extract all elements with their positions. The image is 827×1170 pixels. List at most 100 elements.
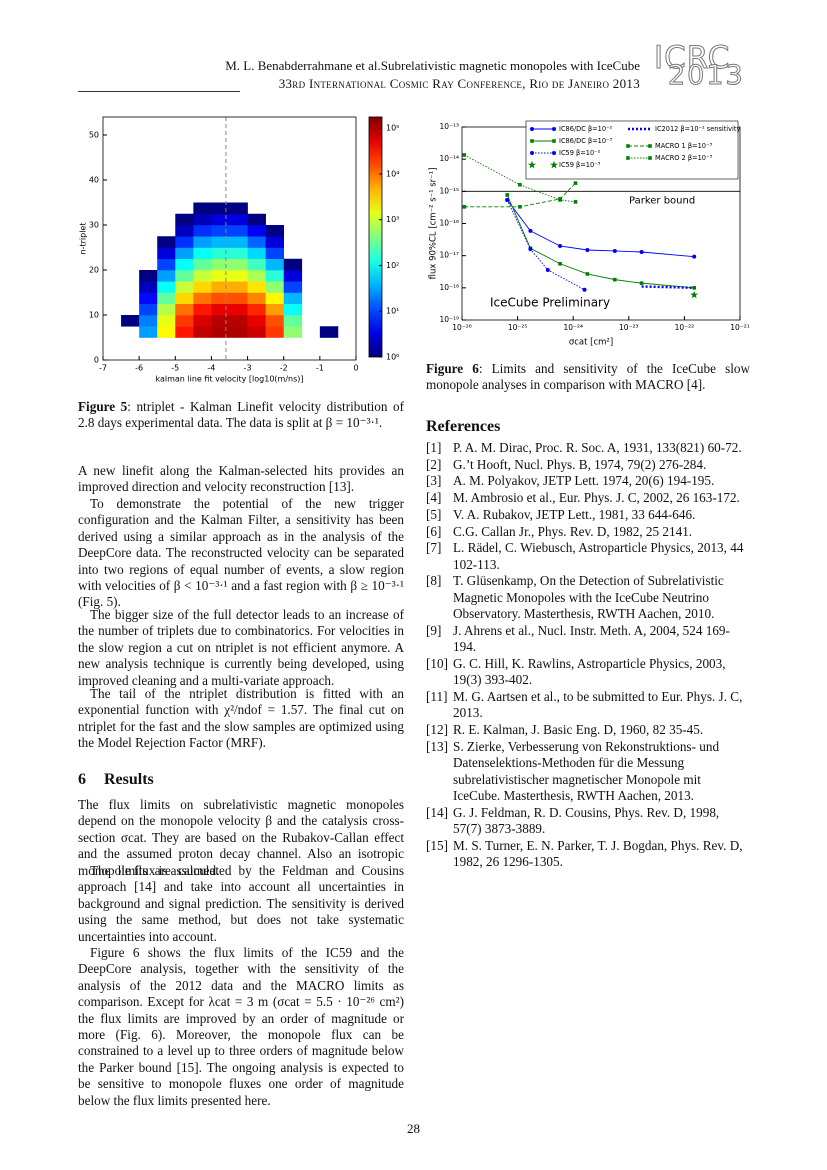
heat-cell: [175, 236, 194, 248]
heat-cell: [247, 303, 266, 316]
reference-text: G. C. Hill, K. Rawlins, Astroparticle Ph…: [453, 655, 726, 688]
heat-cell: [229, 270, 248, 282]
marker: [582, 287, 587, 292]
marker: [530, 139, 534, 143]
heat-cell: [157, 303, 176, 316]
marker: [505, 197, 510, 202]
x-tick-label: 10⁻²⁵: [508, 323, 528, 332]
heat-cell: [283, 303, 303, 316]
heat-cell: [283, 258, 303, 271]
x-tick-label: -1: [316, 364, 324, 373]
marker: [639, 281, 644, 285]
reference-number: [2]: [426, 456, 442, 472]
marker: [585, 248, 590, 253]
reference-number: [11]: [426, 689, 448, 705]
reference-text: C.G. Callan Jr., Phys. Rev. D, 1982, 25 …: [453, 523, 693, 539]
heat-cell: [229, 258, 248, 271]
marker: [518, 205, 522, 209]
reference: [2] G.’t Hooft, Nucl. Phys. B, 1974, 79(2…: [426, 457, 750, 473]
reference: [6] C.G. Callan Jr., Phys. Rev. D, 1982, …: [426, 524, 750, 540]
heat-cell: [139, 270, 158, 282]
marker: [528, 247, 533, 252]
caption-label: Figure 6: [426, 361, 479, 376]
legend-label: IC2012 β=10⁻² sensitivity: [655, 125, 740, 133]
heat-cell: [175, 303, 194, 316]
heat-cell: [157, 281, 176, 293]
heat-cell: [211, 236, 230, 248]
heat-cell: [139, 315, 158, 327]
heat-cell: [265, 315, 285, 327]
marker: [505, 193, 509, 197]
marker: [518, 182, 522, 187]
reference-number: [15]: [426, 837, 448, 853]
heat-cell: [175, 247, 194, 260]
y-tick-label: 0: [94, 356, 99, 365]
reference-number: [9]: [426, 622, 442, 638]
marker: [573, 200, 578, 204]
reference: [9] J. Ahrens et al., Nucl. Instr. Meth. …: [426, 623, 750, 656]
heat-cell: [265, 303, 285, 316]
reference-list: [1] P. A. M. Dirac, Proc. R. Soc. A, 1931…: [426, 440, 750, 871]
marker: [626, 144, 630, 148]
reference: [3] A. M. Polyakov, JETP Lett. 1974, 20(6…: [426, 473, 750, 489]
legend-box: [525, 120, 739, 180]
marker: [552, 139, 556, 143]
heat-cell: [265, 270, 285, 282]
reference-text: G. J. Feldman, R. D. Cousins, Phys. Rev.…: [453, 804, 720, 837]
running-title: M. L. Benabderrahmane et al.Subrelativis…: [225, 58, 640, 73]
y-tick-label: 10⁻¹⁷: [439, 251, 459, 260]
heat-cell: [211, 303, 230, 316]
colorbar-tick-label: 10⁴: [386, 169, 399, 178]
reference-text: M. S. Turner, E. N. Parker, T. J. Bogdan…: [453, 837, 743, 870]
reference-text: M. G. Aartsen et al., to be submitted to…: [453, 689, 743, 721]
reference-number: [5]: [426, 506, 442, 522]
paragraph: The flux limits on subrelativistic magne…: [78, 797, 404, 878]
paragraph: The limits are calculated by the Feldman…: [78, 863, 404, 944]
heat-cell: [247, 247, 266, 260]
heat-cell: [265, 326, 285, 338]
heat-cell: [193, 225, 212, 237]
y-tick-label: 10⁻¹⁹: [439, 315, 459, 324]
marker: [558, 243, 563, 248]
x-tick-label: -6: [135, 364, 143, 373]
reference-text: S. Zierke, Verbesserung von Rekonstrukti…: [453, 738, 720, 804]
heat-cell: [175, 326, 194, 338]
caption-label: Figure 5: [78, 399, 128, 414]
section-title: Results: [104, 771, 154, 788]
heat-cell: [229, 281, 248, 293]
header-rule: [78, 91, 240, 92]
heat-cell: [193, 326, 212, 338]
heat-cell: [265, 292, 285, 305]
reference-number: [13]: [426, 738, 448, 754]
section-number: 6: [78, 771, 86, 788]
heat-cell: [229, 236, 248, 248]
heat-cell: [193, 202, 212, 215]
reference-text: T. Glüsenkamp, On the Detection of Subre…: [453, 573, 724, 622]
heat-cell: [175, 258, 194, 271]
paragraph: The bigger size of the full detector lea…: [78, 607, 404, 688]
reference: [8] T. Glüsenkamp, On the Detection of Su…: [426, 573, 750, 622]
heat-cell: [139, 281, 158, 293]
reference-text: L. Rädel, C. Wiebusch, Astroparticle Phy…: [453, 540, 744, 572]
heat-cell: [229, 315, 248, 327]
reference-number: [10]: [426, 655, 448, 671]
marker: [545, 267, 550, 272]
heat-cell: [157, 247, 176, 260]
x-tick-label: -3: [244, 364, 252, 373]
heat-cell: [229, 247, 248, 260]
heat-cell: [211, 258, 230, 271]
heat-cell: [175, 281, 194, 293]
x-tick-label: 10⁻²⁴: [563, 323, 583, 332]
heat-cell: [283, 315, 303, 327]
heat-cell: [229, 326, 248, 338]
heat-cell: [247, 281, 266, 293]
caption-text: : ntriplet - Kalman Linefit velocity dis…: [78, 399, 404, 431]
paragraph: Figure 6 shows the flux limits of the IC…: [78, 945, 404, 1108]
heat-cell: [211, 225, 230, 237]
reference-text: R. E. Kalman, J. Basic Eng. D, 1960, 82 …: [453, 722, 704, 738]
heat-cell: [265, 258, 285, 271]
heat-cell: [229, 225, 248, 237]
caption-6: Figure 6: Limits and sensitivity of the …: [426, 361, 750, 394]
legend-label: IC86/DC β=10⁻²: [559, 125, 613, 133]
